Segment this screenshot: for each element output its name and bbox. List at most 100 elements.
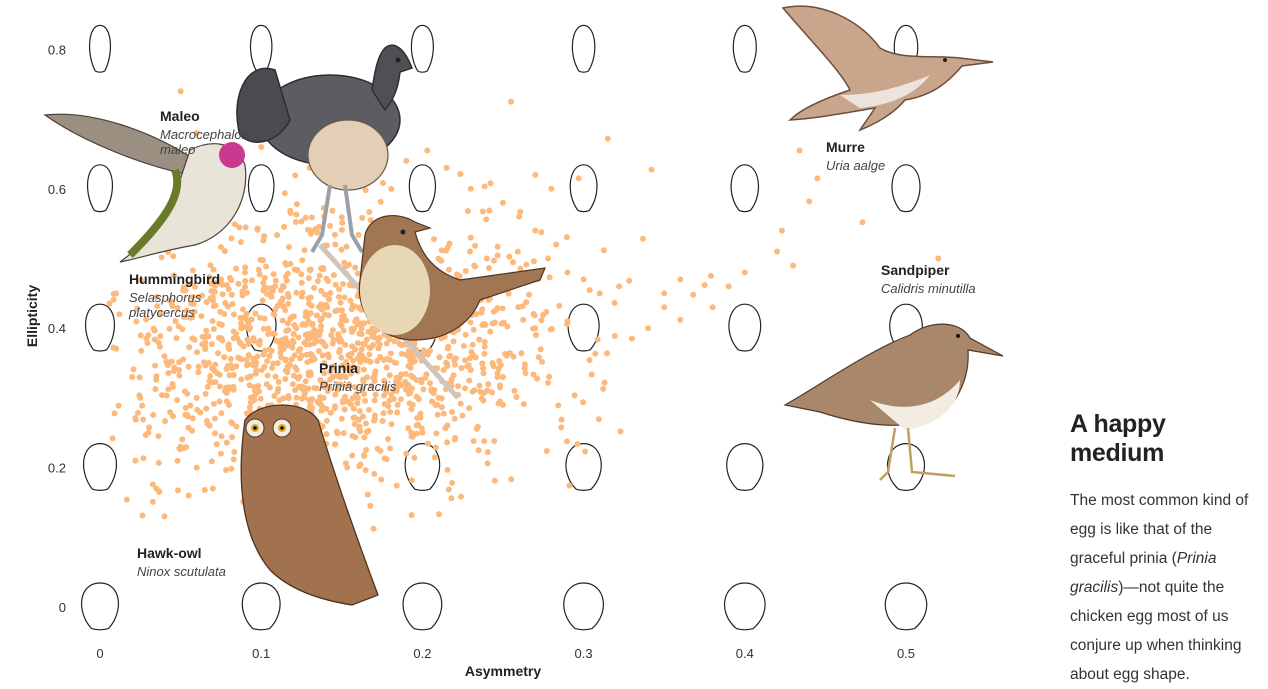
data-point: [299, 257, 306, 264]
data-point: [332, 281, 339, 288]
data-point: [153, 485, 160, 492]
data-point: [165, 370, 172, 377]
data-point: [545, 255, 552, 262]
data-point: [371, 470, 378, 477]
data-point: [357, 359, 364, 366]
data-point: [343, 243, 350, 250]
data-point: [332, 241, 339, 248]
data-point: [314, 278, 321, 285]
data-point: [116, 311, 123, 318]
egg-outline: [730, 164, 760, 213]
x-axis-title: Asymmetry: [465, 663, 541, 679]
data-point: [340, 373, 347, 380]
data-point: [187, 402, 194, 409]
data-point: [485, 381, 492, 388]
egg-outline: [249, 24, 273, 73]
data-point: [256, 388, 263, 395]
data-point: [292, 172, 299, 179]
data-point: [123, 496, 130, 503]
data-point: [859, 219, 866, 226]
data-point: [639, 235, 646, 242]
data-point: [518, 350, 525, 357]
data-point: [215, 334, 222, 341]
data-point: [611, 332, 618, 339]
data-point: [161, 353, 168, 360]
data-point: [404, 385, 411, 392]
data-point: [362, 420, 369, 427]
data-point: [260, 279, 267, 286]
data-point: [508, 476, 515, 483]
data-point: [381, 383, 388, 390]
data-point: [307, 341, 314, 348]
data-point: [338, 226, 345, 233]
data-point: [604, 135, 611, 142]
data-point: [214, 350, 221, 357]
hummingbird-illustration: [43, 113, 247, 263]
data-point: [354, 340, 361, 347]
data-point: [274, 302, 281, 309]
data-point: [443, 359, 450, 366]
data-point: [306, 404, 313, 411]
data-point: [530, 371, 537, 378]
data-point: [371, 412, 378, 419]
data-point: [218, 433, 225, 440]
data-point: [169, 380, 176, 387]
data-point: [363, 446, 370, 453]
data-point: [207, 295, 214, 302]
data-point: [600, 247, 607, 254]
data-point: [151, 327, 158, 334]
data-point: [285, 243, 292, 250]
data-point: [385, 403, 392, 410]
data-point: [302, 214, 309, 221]
data-point: [194, 349, 201, 356]
data-point: [362, 397, 369, 404]
data-point: [424, 147, 431, 154]
data-point: [359, 385, 366, 392]
data-point: [209, 318, 216, 325]
egg-outline: [80, 582, 120, 631]
data-point: [361, 390, 368, 397]
data-point: [340, 327, 347, 334]
data-point: [361, 434, 368, 441]
data-point: [216, 320, 223, 327]
data-point: [563, 438, 570, 445]
data-point: [318, 407, 325, 414]
data-point: [383, 340, 390, 347]
data-point: [219, 291, 226, 298]
data-point: [260, 325, 267, 332]
data-point: [497, 382, 504, 389]
data-point: [239, 292, 246, 299]
data-point: [183, 444, 190, 451]
data-point: [457, 400, 464, 407]
data-point: [418, 379, 425, 386]
data-point: [158, 254, 165, 261]
data-point: [331, 231, 338, 238]
x-tick-label: 0.3: [575, 646, 593, 661]
data-point: [186, 344, 193, 351]
data-point: [321, 359, 328, 366]
data-point: [224, 303, 231, 310]
data-point: [177, 88, 184, 95]
data-point: [481, 183, 488, 190]
data-point: [217, 450, 224, 457]
data-point: [293, 201, 300, 208]
data-point: [258, 143, 265, 150]
data-point: [741, 269, 748, 276]
data-point: [292, 218, 299, 225]
data-point: [499, 305, 506, 312]
data-point: [139, 402, 146, 409]
data-point: [290, 372, 297, 379]
data-point: [329, 327, 336, 334]
data-point: [251, 362, 258, 369]
data-point: [243, 316, 250, 323]
data-point: [185, 363, 192, 370]
data-point: [380, 356, 387, 363]
data-point: [243, 410, 250, 417]
data-point: [175, 487, 182, 494]
data-point: [149, 481, 156, 488]
data-point: [272, 373, 279, 380]
data-point: [355, 231, 362, 238]
data-point: [451, 415, 458, 422]
data-point: [481, 320, 488, 327]
egg-outline: [891, 164, 921, 213]
